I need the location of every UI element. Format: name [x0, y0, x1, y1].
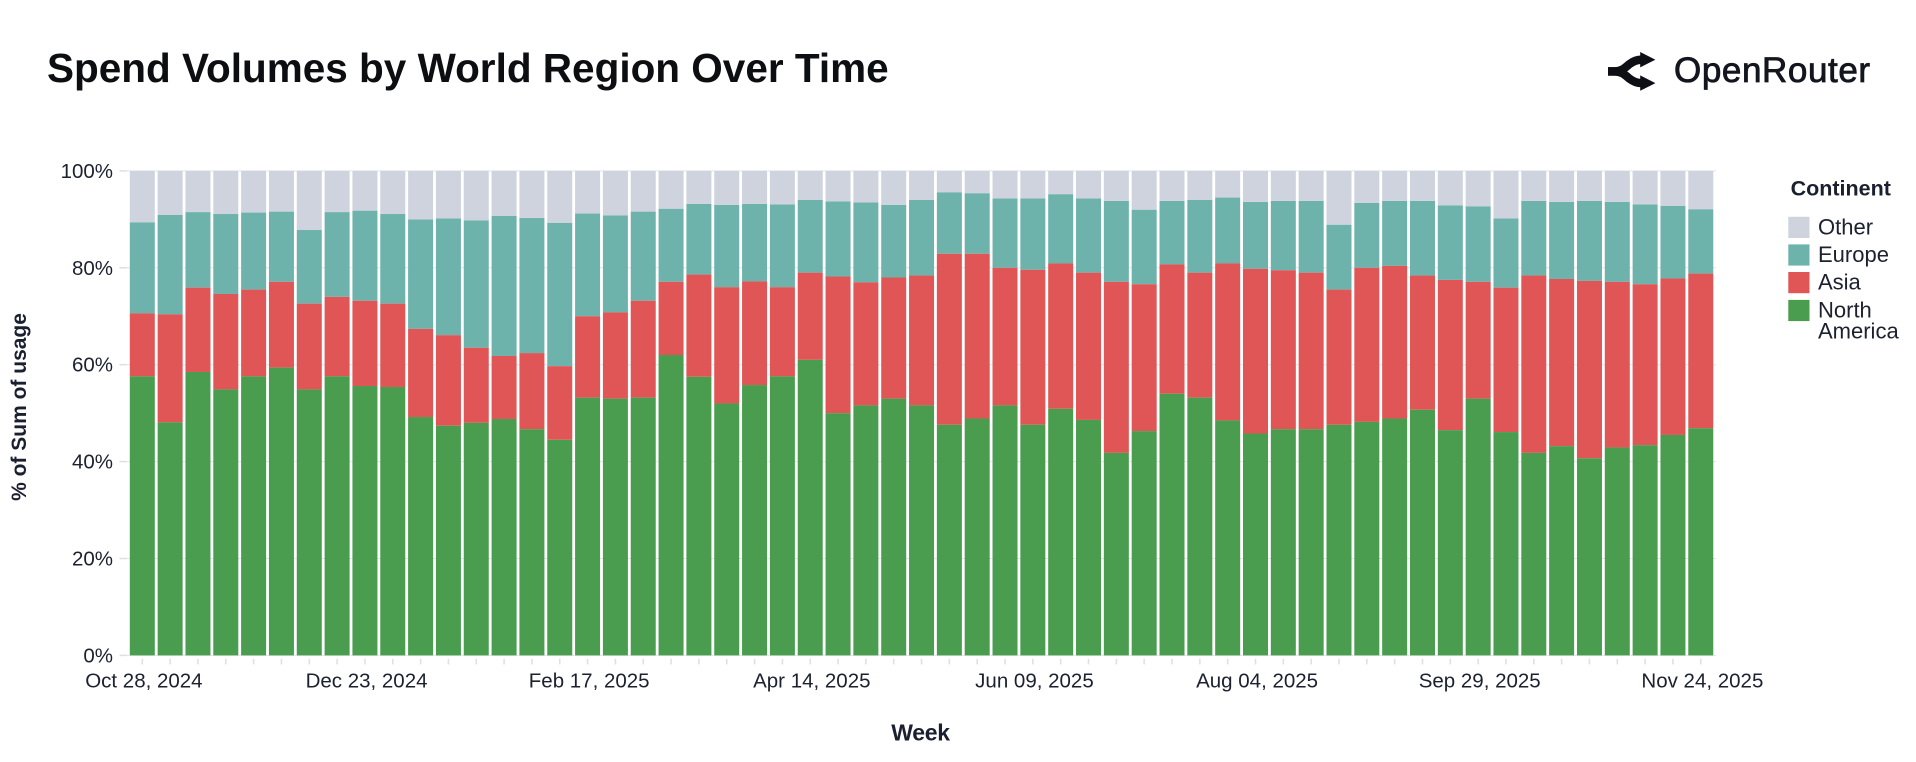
svg-text:Dec 23, 2024: Dec 23, 2024: [306, 670, 428, 693]
svg-text:Nov 24, 2025: Nov 24, 2025: [1641, 670, 1763, 693]
svg-text:40%: 40%: [72, 451, 113, 474]
svg-text:100%: 100%: [61, 160, 113, 183]
svg-text:Europe: Europe: [1818, 242, 1889, 267]
svg-text:0%: 0%: [83, 644, 113, 667]
svg-text:Sep 29, 2025: Sep 29, 2025: [1419, 670, 1541, 693]
svg-text:Jun 09, 2025: Jun 09, 2025: [975, 670, 1094, 693]
svg-text:Week: Week: [891, 720, 950, 746]
svg-text:% of Sum of usage: % of Sum of usage: [8, 313, 31, 501]
svg-text:Aug 04, 2025: Aug 04, 2025: [1196, 670, 1318, 693]
svg-text:80%: 80%: [72, 257, 113, 280]
svg-text:60%: 60%: [72, 354, 113, 377]
svg-text:Other: Other: [1818, 214, 1873, 239]
svg-text:America: America: [1818, 318, 1899, 343]
svg-text:Continent: Continent: [1791, 176, 1891, 200]
svg-text:Asia: Asia: [1818, 270, 1862, 295]
svg-text:North: North: [1818, 297, 1872, 322]
svg-text:Feb 17, 2025: Feb 17, 2025: [529, 670, 650, 693]
svg-text:Apr 14, 2025: Apr 14, 2025: [753, 670, 870, 693]
svg-text:Oct 28, 2024: Oct 28, 2024: [85, 670, 202, 693]
svg-text:20%: 20%: [72, 548, 113, 571]
